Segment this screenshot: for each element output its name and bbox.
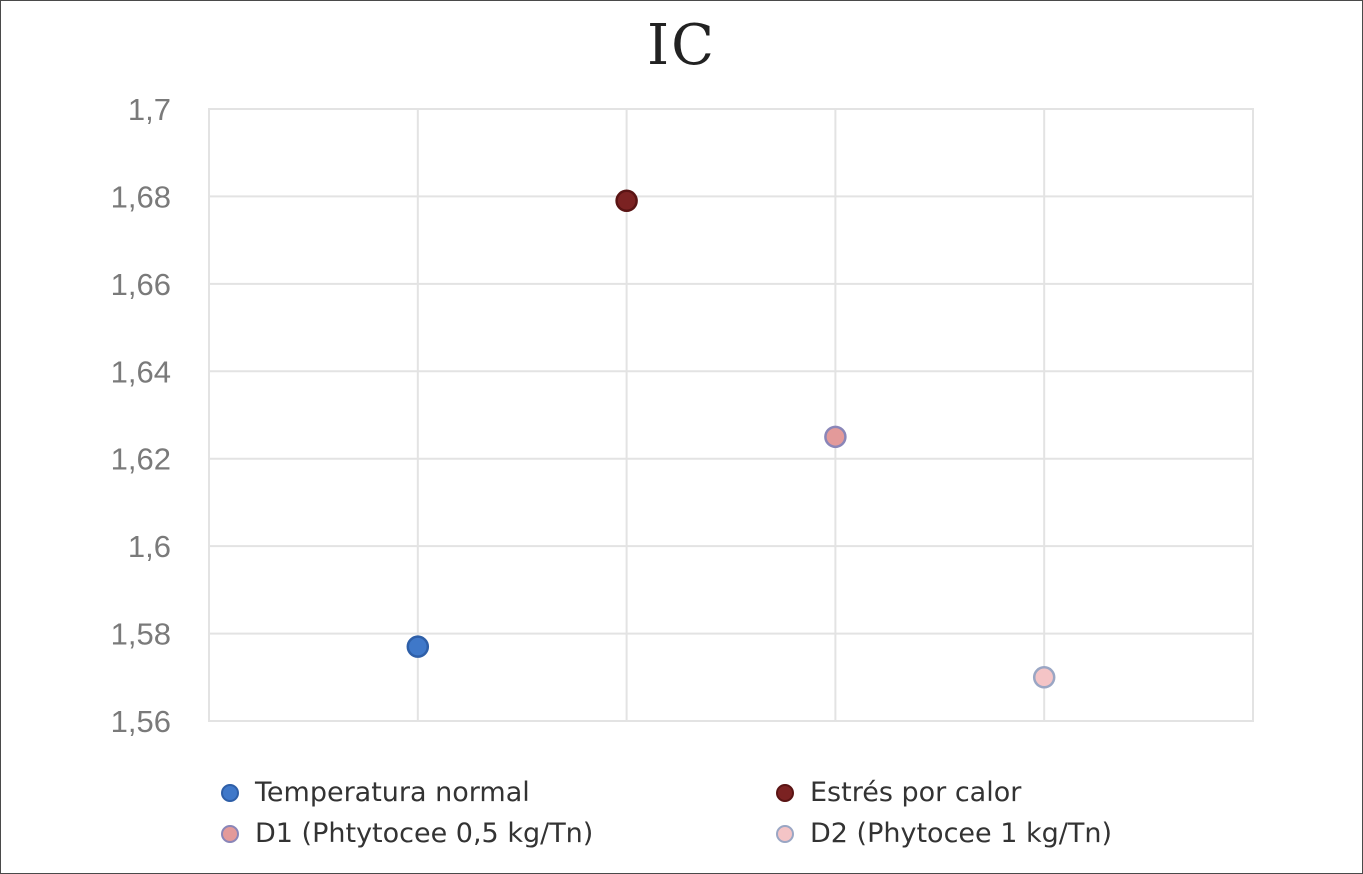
chart-title: IC	[647, 13, 716, 78]
y-tick-label: 1,7	[128, 92, 171, 127]
data-point-1	[406, 635, 430, 658]
y-tick-label: 1,58	[111, 617, 171, 652]
y-tick-label: 1,66	[111, 267, 171, 302]
y-tick-label: 1,68	[111, 179, 171, 214]
y-tick-label: 1,6	[128, 529, 171, 564]
data-point-4	[1032, 666, 1056, 689]
data-point-3	[824, 425, 847, 449]
plot-area-border	[208, 108, 1254, 722]
data-point-2	[615, 189, 638, 213]
y-tick-label: 1,64	[111, 354, 171, 389]
y-tick-label: 1,62	[111, 442, 171, 477]
y-tick-label: 1,56	[111, 704, 171, 739]
